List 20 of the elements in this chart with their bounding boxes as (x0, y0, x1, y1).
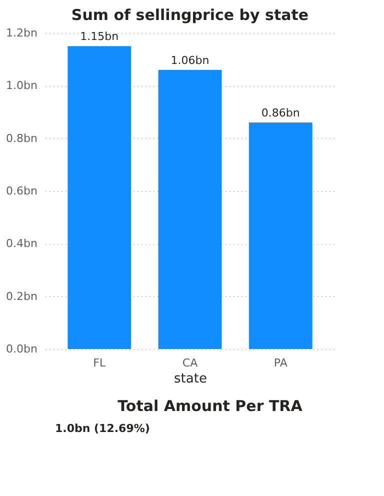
y-tick-label: 0.6bn (6, 184, 38, 198)
y-tick-label: 0.0bn (6, 342, 38, 356)
text: Total Amount Per TRA (118, 397, 303, 415)
y-tick-label: 1.2bn (6, 26, 38, 40)
x-tick-label: PA (274, 356, 288, 370)
bar (68, 46, 132, 349)
x-axis-title: state (174, 372, 207, 386)
y-tick-label: 0.8bn (6, 132, 38, 145)
y-tick-label: 1.0bn (6, 79, 38, 92)
y-tick-label: 0.2bn (6, 290, 38, 303)
y-tick-label: 0.4bn (6, 237, 38, 250)
data-label: 1.15bn (80, 30, 119, 44)
x-tick-label: FL (93, 356, 106, 370)
text: 1.0bn (12.69%) (55, 422, 150, 435)
data-label: 0.86bn (261, 106, 300, 120)
chart-title: Sum of sellingprice by state (71, 6, 309, 24)
data-label: 1.06bn (170, 54, 210, 67)
bar (248, 122, 312, 349)
bar (158, 70, 222, 349)
x-tick-label: CA (182, 356, 198, 370)
